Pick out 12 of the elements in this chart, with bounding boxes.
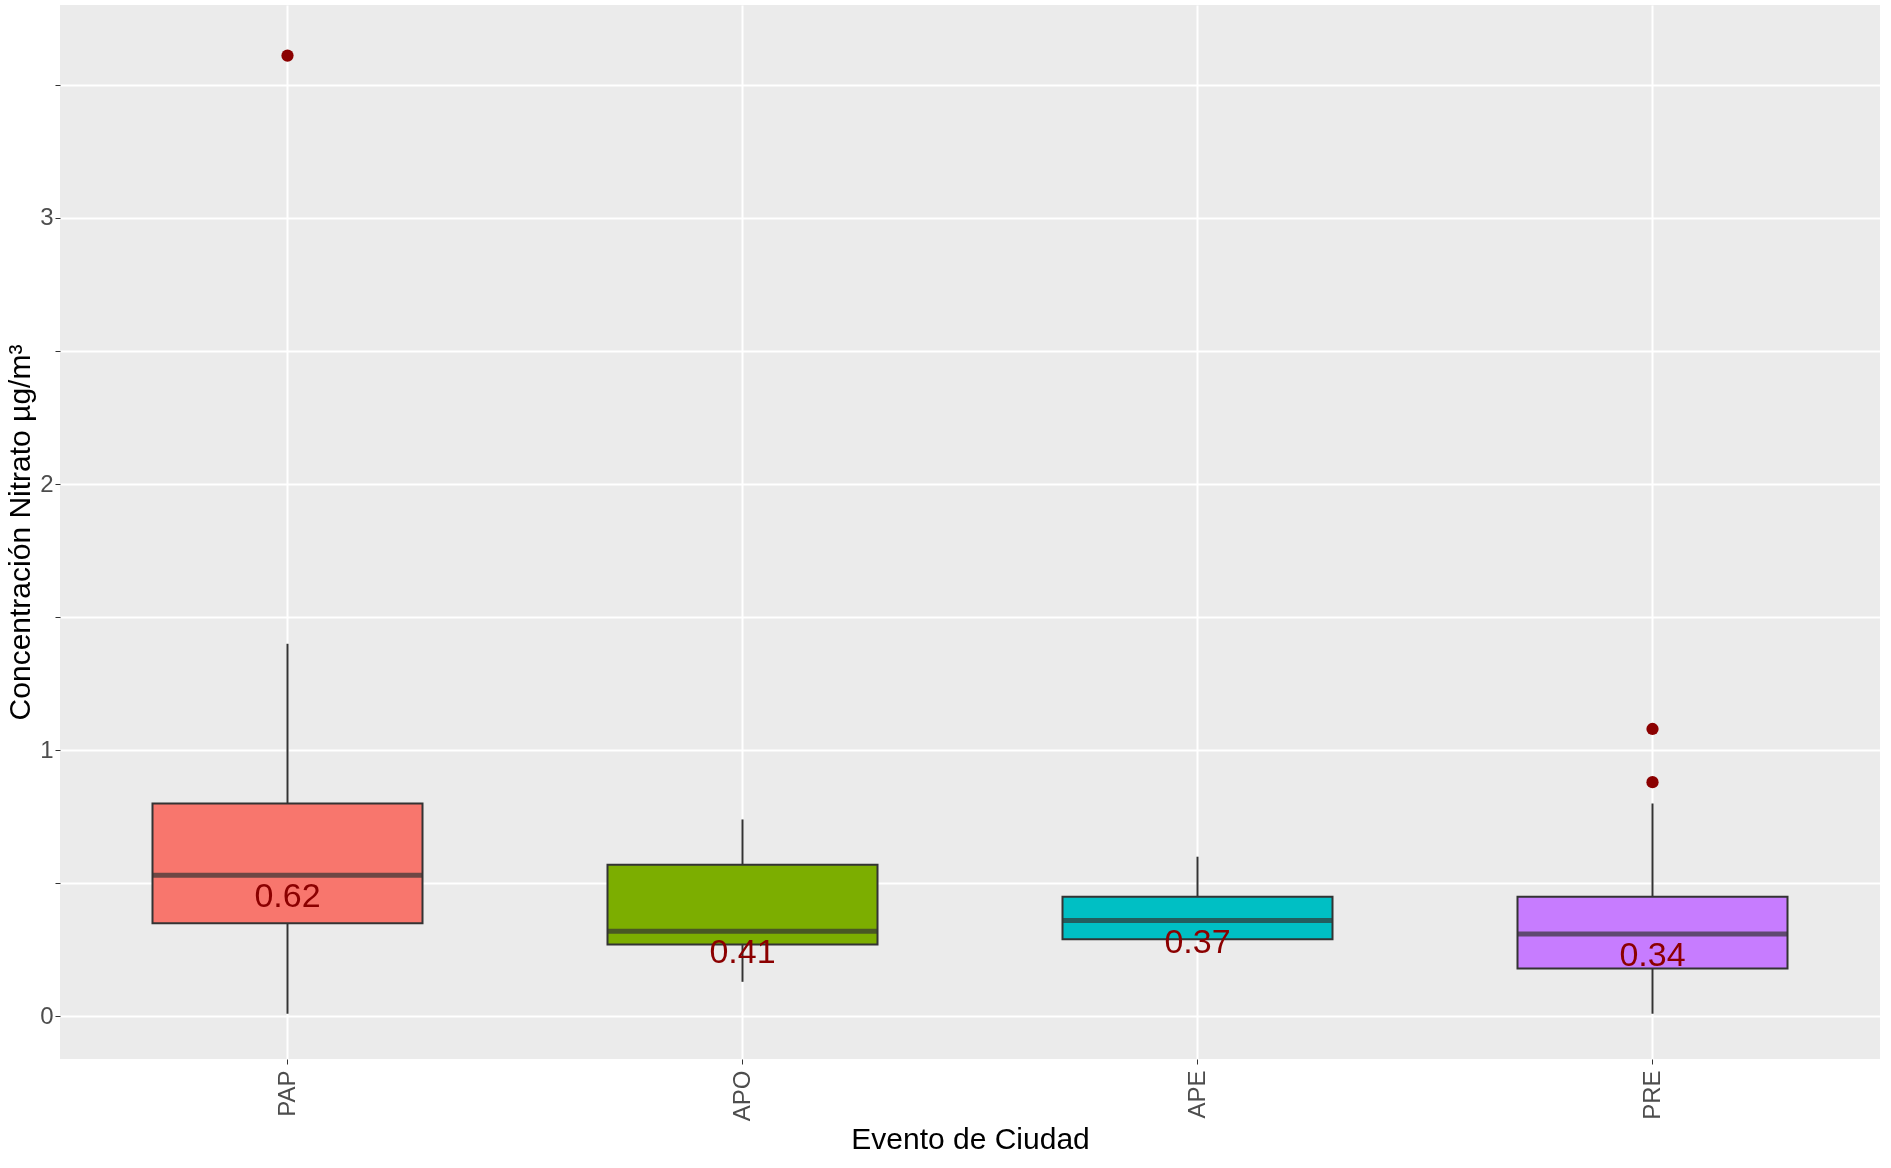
y-axis-title: Concentración Nitrato µg/m³ <box>3 344 37 721</box>
y-tick-label: 2 <box>40 469 54 497</box>
annotation: 0.62 <box>254 876 321 915</box>
y-tick-label: 1 <box>40 735 54 763</box>
x-tick-label: PRE <box>1637 1070 1665 1120</box>
annotation: 0.34 <box>1619 934 1686 973</box>
x-tick-label: APO <box>727 1070 755 1122</box>
x-tick-label: APE <box>1182 1070 1210 1119</box>
x-tick-label: PAP <box>272 1070 300 1117</box>
x-axis-title: Evento de Ciudad <box>851 1122 1090 1156</box>
y-tick-label: 3 <box>40 203 54 231</box>
y-tick-label: 0 <box>40 1001 54 1029</box>
